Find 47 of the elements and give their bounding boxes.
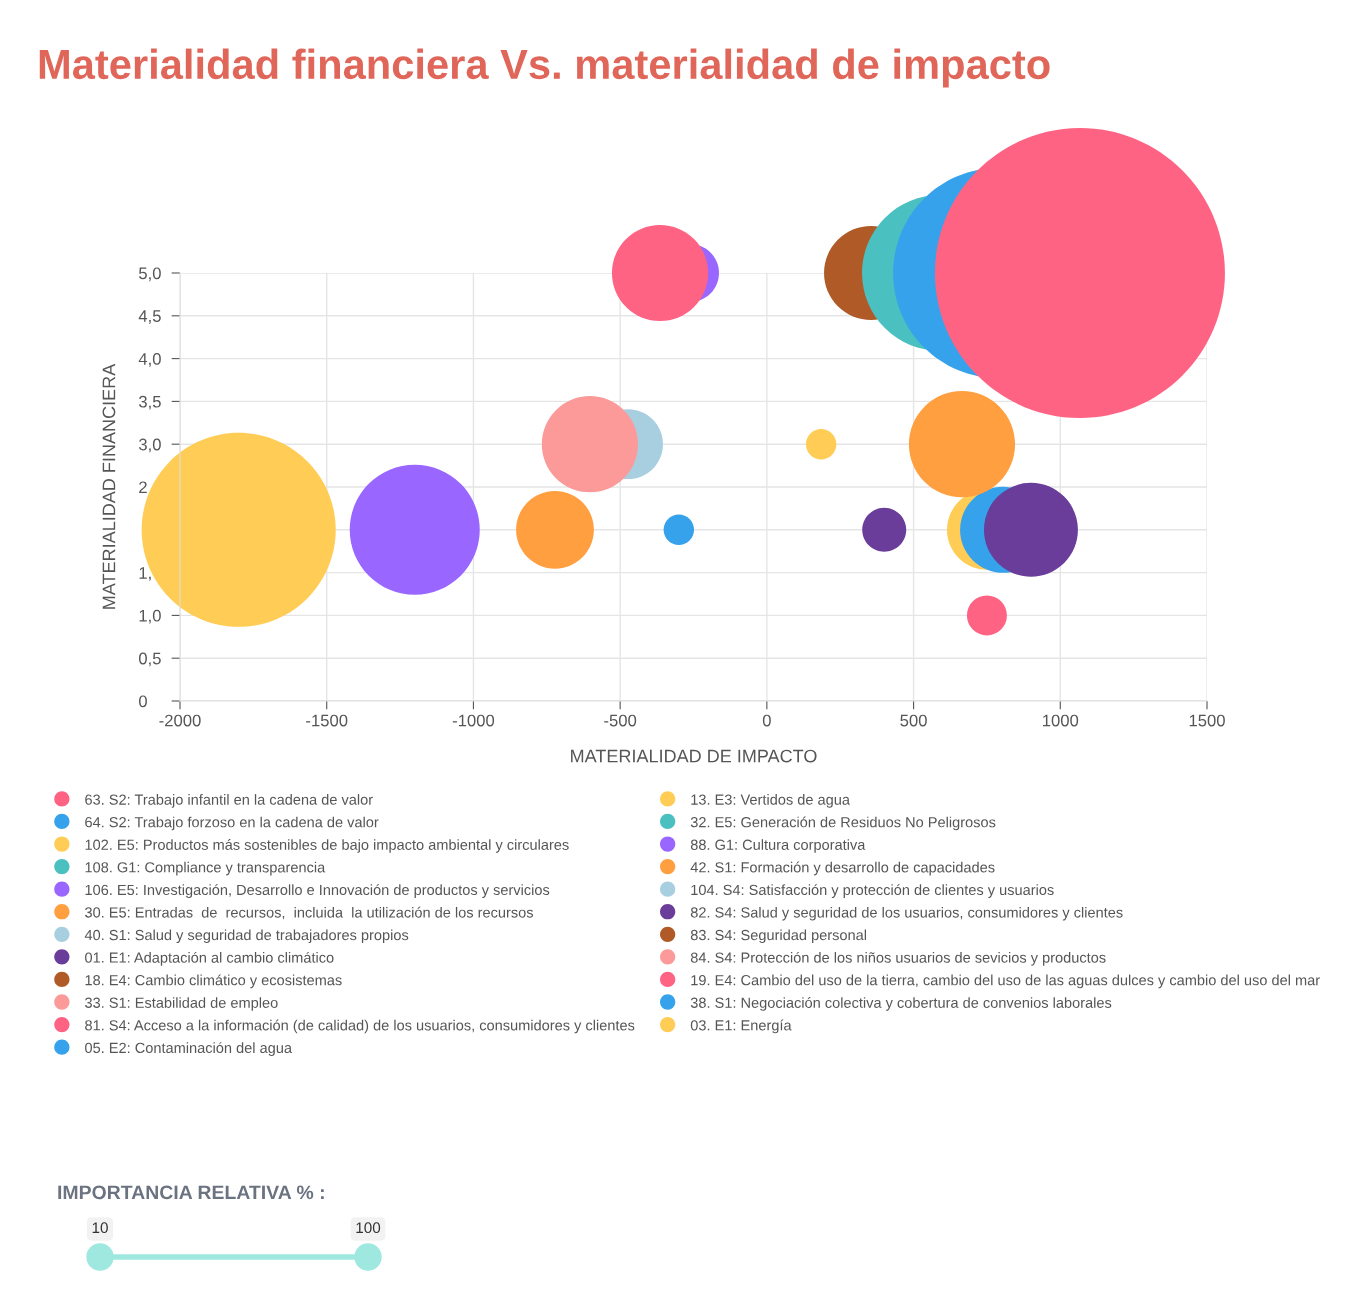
x-tick-label: 500 bbox=[900, 714, 927, 727]
legend-label: 32. E5: Generación de Residuos No Peligrosos bbox=[690, 816, 996, 831]
x-tick-label: 1500 bbox=[1189, 714, 1225, 727]
legend-label: 38. S1: Negociación colectiva y cobertura de convenios laborales bbox=[690, 997, 1112, 1011]
legend-label: 33. S1: Estabilidad de empleo bbox=[85, 997, 278, 1011]
legend-label: 13. E3: Vertidos de agua bbox=[691, 794, 850, 808]
y-tick-label: 2 bbox=[139, 481, 147, 494]
y-tick-label: 4,5 bbox=[138, 310, 161, 324]
legend-label: 84. S4: Protección de los niños usuarios de sevicios y productos bbox=[690, 951, 1106, 966]
x-tick-label: -1000 bbox=[452, 714, 495, 727]
y-tick-label: 3,0 bbox=[138, 438, 161, 453]
y-tick-label: 1, bbox=[139, 567, 151, 581]
legend-label: 63. S2: Trabajo infantil en la cadena de valor bbox=[85, 794, 373, 808]
legend-label: 108. G1: Compliance y transparencia bbox=[85, 861, 326, 876]
x-tick-label: 0 bbox=[762, 714, 771, 727]
legend-label: 42. S1: Formación y desarrollo de capacidades bbox=[690, 861, 995, 876]
x-axis-title: MATERIALIDAD DE IMPACTO bbox=[571, 749, 817, 763]
legend-label: 83. S4: Seguridad personal bbox=[690, 929, 867, 944]
legend-label: 40. S1: Salud y seguridad de trabajadores propios bbox=[84, 929, 409, 944]
legend-label: 102. E5: Productos más sostenibles de bajo impacto ambiental y circulares bbox=[85, 839, 569, 853]
legend-label: 82. S4: Salud y seguridad de los usuarios, consumidores y clientes bbox=[690, 906, 1123, 921]
legend-label: 30. E5: Entradas de recursos, incluida la utilización de los recursos bbox=[85, 906, 534, 920]
legend-label: 106. E5: Investigación, Desarrollo e Innovación de productos y servicios bbox=[85, 884, 550, 898]
legend-label: 64. S2: Trabajo forzoso en la cadena de valor bbox=[85, 816, 379, 831]
chart-title: Materialidad financiera Vs. materialidad de impacto bbox=[39, 48, 1050, 88]
legend-label: 88. G1: Cultura corporativa bbox=[690, 839, 866, 853]
legend-label: 05. E2: Contaminación del agua bbox=[85, 1042, 293, 1056]
legend-label: 104. S4: Satisfacción y protección de clientes y usuarios bbox=[691, 884, 1054, 898]
x-tick-label: -500 bbox=[604, 714, 637, 727]
text: 100 bbox=[356, 1222, 381, 1234]
legend-label: 18. E4: Cambio climático y ecosistemas bbox=[85, 974, 342, 989]
legend-label: 03. E1: Energía bbox=[690, 1019, 792, 1034]
y-tick-label: 3,5 bbox=[138, 395, 161, 410]
text: IMPORTANCIA RELATIVA % : bbox=[58, 1185, 324, 1200]
y-tick-label: 0,5 bbox=[138, 652, 161, 667]
legend-label: 19. E4: Cambio del uso de la tierra, cambio del uso de las aguas dulces y cambio del uso del mar bbox=[691, 974, 1320, 989]
y-tick-label: 4,0 bbox=[138, 353, 161, 367]
x-tick-label: -1500 bbox=[306, 714, 348, 727]
legend-label: 01. E1: Adaptación al cambio climático bbox=[85, 951, 334, 966]
text: 10 bbox=[92, 1222, 108, 1234]
legend-label: 81. S4: Acceso a la información (de calidad) de los usuarios, consumidores y clientes bbox=[85, 1019, 635, 1034]
x-tick-label: 1000 bbox=[1043, 714, 1079, 727]
x-tick-label: -2000 bbox=[159, 714, 201, 727]
y-axis-title: MATERIALIDAD FINANCIERA bbox=[102, 363, 116, 609]
y-tick-label: 5,0 bbox=[139, 267, 161, 282]
y-tick-label: 0 bbox=[138, 695, 147, 708]
y-tick-label: 1,0 bbox=[139, 609, 161, 624]
